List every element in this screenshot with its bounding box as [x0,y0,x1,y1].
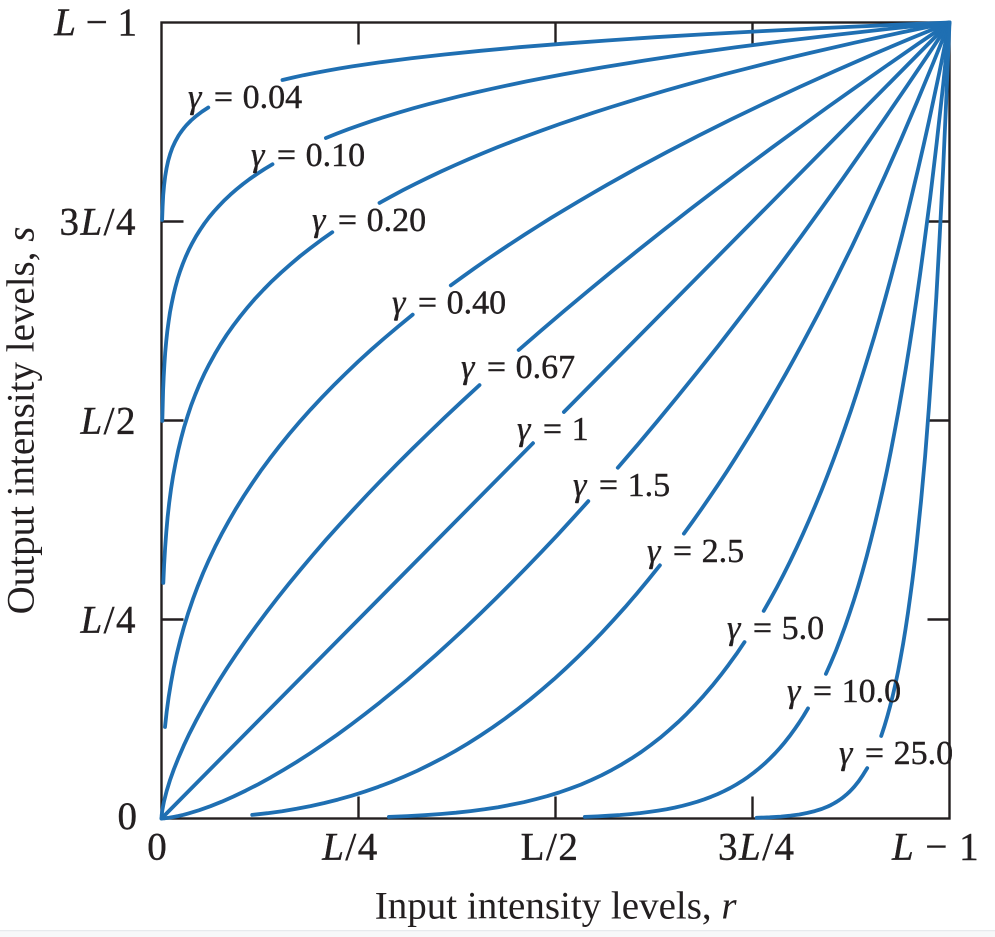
svg-text:Output intensity levels, s: Output intensity levels, s [0,227,43,615]
svg-text:L/2: L/2 [79,400,137,443]
svg-text:γ = 5.0: γ = 5.0 [727,610,824,647]
svg-text:γ = 0.20: γ = 0.20 [312,202,426,239]
svg-text:L − 1: L − 1 [53,1,137,44]
svg-text:γ = 25.0: γ = 25.0 [839,735,953,772]
svg-text:L/2: L/2 [521,826,580,869]
svg-text:γ = 1.5: γ = 1.5 [573,467,670,504]
svg-text:γ = 0.67: γ = 0.67 [461,349,575,386]
svg-text:γ = 1: γ = 1 [517,411,589,448]
svg-text:γ = 0.40: γ = 0.40 [392,285,506,322]
svg-text:L − 1: L − 1 [891,826,980,869]
svg-text:γ = 10.0: γ = 10.0 [787,673,901,710]
svg-text:3L/4: 3L/4 [718,826,796,869]
svg-text:0: 0 [147,826,167,869]
svg-text:L/4: L/4 [321,826,379,869]
svg-text:γ = 2.5: γ = 2.5 [647,533,744,570]
svg-text:Input intensity levels, r: Input intensity levels, r [375,885,738,928]
svg-text:0: 0 [118,795,138,838]
svg-text:γ = 0.04: γ = 0.04 [188,79,302,116]
svg-text:γ = 0.10: γ = 0.10 [251,137,365,174]
svg-text:3L/4: 3L/4 [59,201,137,244]
svg-text:L/4: L/4 [79,599,137,642]
